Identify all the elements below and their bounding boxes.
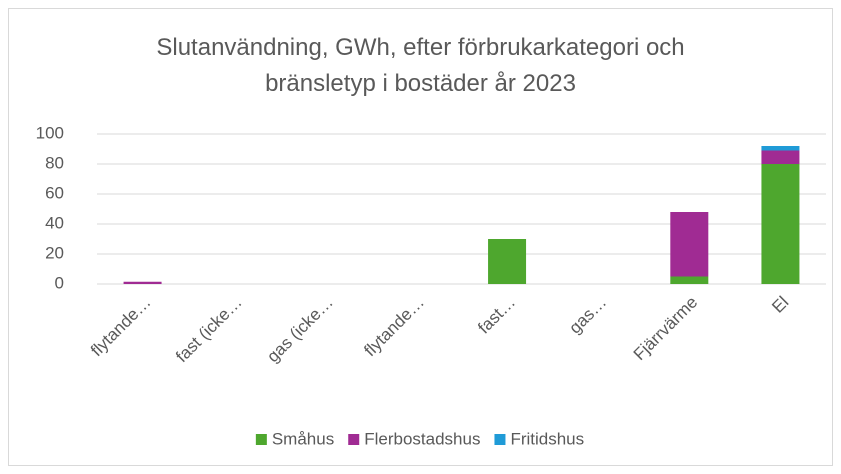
legend-label: Småhus [272,429,334,448]
y-tick-label: 100 [36,123,64,142]
bar-segment [123,281,162,284]
legend-label: Flerbostadshus [364,429,480,448]
legend-swatch [494,434,506,445]
bar-segment [670,276,709,284]
y-tick-label: 60 [45,183,64,202]
y-tick-label: 80 [45,153,64,172]
legend-label: Fritidshus [510,429,584,448]
y-tick-label: 0 [55,273,64,292]
bar-segment [670,212,709,277]
bar-segment [761,146,800,151]
bar-segment [488,239,527,284]
legend-swatch [255,434,267,445]
legend-swatch [348,434,360,445]
y-tick-label: 40 [45,213,64,232]
bar-segment [761,164,800,284]
chart-title: Slutanvändning, GWh, efter förbrukarkate… [156,34,685,97]
y-tick-label: 20 [45,243,64,262]
bar-segment [761,150,800,164]
